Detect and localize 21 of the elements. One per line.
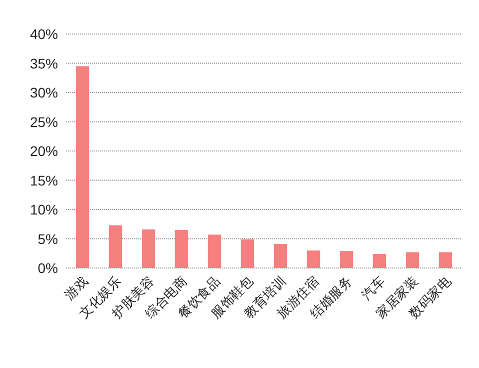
- bar: [274, 244, 288, 268]
- bar: [372, 254, 386, 268]
- y-tick-label: 0%: [38, 260, 58, 276]
- bar: [174, 230, 188, 268]
- bar: [438, 252, 452, 268]
- bar: [208, 234, 222, 268]
- y-tick-label: 10%: [30, 202, 58, 218]
- y-tick-label: 15%: [30, 172, 58, 188]
- bar: [142, 229, 156, 268]
- bar: [306, 250, 320, 268]
- bar: [406, 252, 420, 268]
- bar: [108, 225, 122, 268]
- y-tick-label: 5%: [38, 230, 58, 247]
- bar: [76, 66, 90, 268]
- y-tick-label: 30%: [30, 84, 58, 100]
- y-tick-label: 25%: [30, 114, 58, 130]
- y-tick-label: 40%: [30, 26, 58, 42]
- y-tick-label: 20%: [30, 143, 58, 159]
- bar: [340, 251, 354, 268]
- y-tick-label: 35%: [30, 55, 58, 72]
- bar: [240, 239, 254, 268]
